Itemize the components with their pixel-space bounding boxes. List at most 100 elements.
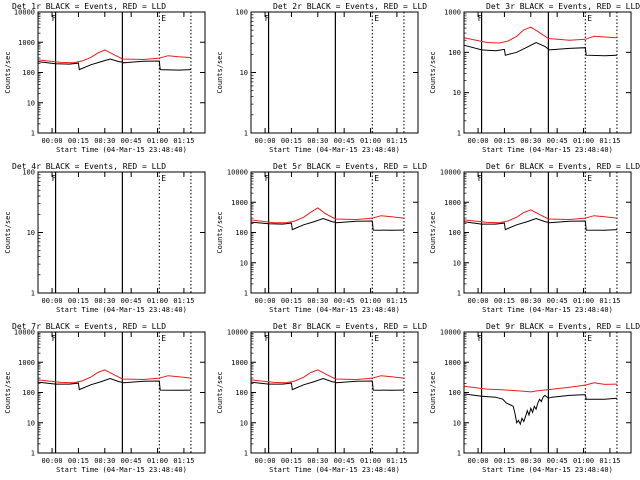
events-series-line — [463, 393, 617, 426]
x-tick-label: 01:15 — [173, 137, 194, 145]
y-tick-label: 1000 — [18, 39, 35, 47]
flag-label: E — [161, 174, 166, 183]
y-tick-label: 1 — [31, 450, 35, 458]
flag-label: F — [265, 14, 270, 23]
events-series-line — [37, 58, 191, 71]
y-tick-label: 10 — [453, 419, 461, 427]
events-series-line — [463, 217, 617, 231]
plot-area — [251, 332, 418, 453]
y-tick-label: 100 — [22, 169, 35, 177]
y-tick-label: 100 — [235, 9, 248, 17]
y-tick-label: 1 — [31, 130, 35, 138]
y-axis-label: Counts/sec — [216, 51, 224, 93]
flag-label: F — [478, 14, 483, 23]
events-series-line — [463, 41, 617, 57]
x-tick-label: 00:30 — [94, 297, 115, 305]
x-tick-label: 00:00 — [255, 137, 276, 145]
x-tick-label: 00:30 — [307, 457, 328, 465]
plot-area — [38, 172, 205, 293]
lld-series-line — [463, 382, 617, 393]
events-series-line — [250, 217, 404, 231]
y-tick-label: 10000 — [227, 169, 248, 177]
panel-title: Det 9r BLACK = Events, RED = LLD — [486, 322, 640, 331]
x-tick-label: 00:45 — [334, 297, 355, 305]
panel-title: Det 3r BLACK = Events, RED = LLD — [486, 2, 640, 11]
x-tick-label: 00:30 — [94, 137, 115, 145]
y-tick-label: 10000 — [440, 169, 461, 177]
x-tick-label: 01:15 — [599, 457, 620, 465]
x-tick-label: 01:00 — [360, 297, 381, 305]
y-axis-label: Counts/sec — [4, 371, 12, 413]
y-tick-label: 1 — [244, 130, 248, 138]
detector-panel-9: Det 9r BLACK = Events, RED = LLD 1 10 100 10… — [429, 322, 640, 474]
panel-title: Det 5r BLACK = Events, RED = LLD — [273, 162, 427, 171]
y-tick-label: 10 — [240, 259, 248, 267]
x-tick-label: 00:45 — [121, 297, 142, 305]
x-tick-label: 00:00 — [468, 457, 489, 465]
plot-frame — [37, 331, 206, 454]
y-tick-label: 1 — [31, 290, 35, 298]
x-tick-label: 00:00 — [42, 457, 63, 465]
plot-area — [251, 12, 418, 133]
y-tick-label: 1000 — [444, 9, 461, 17]
flag-label: E — [374, 334, 379, 343]
plot-area — [464, 172, 631, 293]
x-tick-label: 01:00 — [573, 297, 594, 305]
flag-label: E — [587, 14, 592, 23]
x-tick-label: 01:15 — [599, 297, 620, 305]
plot-frame — [463, 11, 632, 134]
x-axis-label: Start Time (04-Mar-15 23:48:40) — [269, 466, 400, 474]
x-tick-label: 01:15 — [386, 137, 407, 145]
x-tick-label: 00:15 — [281, 137, 302, 145]
plot-frame — [250, 171, 419, 294]
x-tick-label: 00:30 — [307, 297, 328, 305]
x-tick-label: 00:30 — [520, 457, 541, 465]
y-tick-label: 10000 — [227, 329, 248, 337]
panel-title: Det 1r BLACK = Events, RED = LLD — [12, 2, 166, 11]
y-tick-label: 1000 — [231, 359, 248, 367]
y-axis-label: Counts/sec — [4, 51, 12, 93]
flag-label: E — [161, 334, 166, 343]
y-tick-label: 100 — [235, 229, 248, 237]
plot-area — [38, 332, 205, 453]
flag-label: F — [265, 174, 270, 183]
flag-label: F — [52, 14, 57, 23]
x-tick-label: 00:15 — [68, 137, 89, 145]
events-series-line — [37, 377, 191, 391]
lld-series-line — [250, 207, 404, 224]
flag-label: F — [478, 334, 483, 343]
x-axis-label: Start Time (04-Mar-15 23:48:40) — [482, 146, 613, 154]
y-tick-label: 10 — [27, 419, 35, 427]
y-tick-label: 100 — [22, 389, 35, 397]
y-tick-label: 10 — [453, 89, 461, 97]
flag-label: F — [265, 334, 270, 343]
y-tick-label: 1 — [244, 450, 248, 458]
detector-panel-7: Det 7r BLACK = Events, RED = LLD 1 10 100 10… — [4, 322, 206, 474]
x-tick-label: 00:45 — [547, 137, 568, 145]
x-tick-label: 00:15 — [494, 457, 515, 465]
lld-series-line — [463, 209, 617, 224]
y-axis-label: Counts/sec — [429, 51, 437, 93]
detector-panel-5: Det 5r BLACK = Events, RED = LLD 1 10 100 10… — [216, 162, 427, 314]
x-tick-label: 01:00 — [360, 457, 381, 465]
y-tick-label: 10 — [240, 69, 248, 77]
y-tick-label: 1 — [457, 130, 461, 138]
detector-panel-3: Det 3r BLACK = Events, RED = LLD 1 10 100 10… — [429, 2, 640, 154]
y-tick-label: 100 — [22, 69, 35, 77]
y-tick-label: 1 — [457, 290, 461, 298]
x-tick-label: 01:15 — [173, 457, 194, 465]
flag-label: E — [374, 14, 379, 23]
y-tick-label: 10000 — [440, 329, 461, 337]
lld-series-line — [37, 369, 191, 384]
y-tick-label: 10 — [453, 259, 461, 267]
events-series-line — [250, 377, 404, 391]
x-tick-label: 00:15 — [281, 457, 302, 465]
x-axis-label: Start Time (04-Mar-15 23:48:40) — [56, 146, 187, 154]
x-tick-label: 00:15 — [494, 137, 515, 145]
y-tick-label: 1 — [457, 450, 461, 458]
y-tick-label: 10 — [27, 99, 35, 107]
flag-label: E — [161, 14, 166, 23]
y-tick-label: 10000 — [14, 9, 35, 17]
x-tick-label: 01:00 — [147, 137, 168, 145]
detector-panel-2: Det 2r BLACK = Events, RED = LLD 1 10 100 Co… — [216, 2, 427, 154]
